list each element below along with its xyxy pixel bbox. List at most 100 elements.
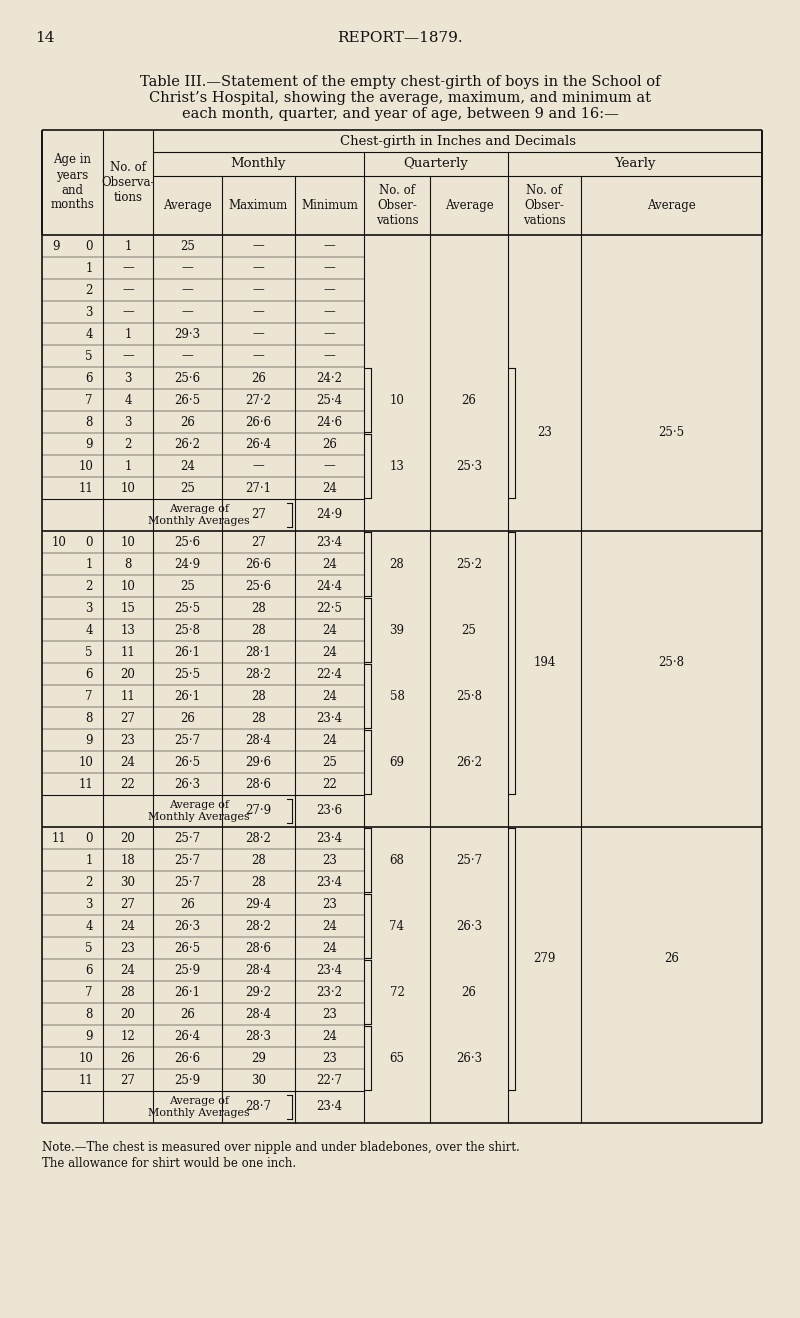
Text: Note.—The chest is measured over nipple and under bladebones, over the shirt.: Note.—The chest is measured over nipple … bbox=[42, 1141, 520, 1155]
Text: 26·6: 26·6 bbox=[246, 415, 271, 428]
Text: 11: 11 bbox=[121, 689, 135, 702]
Text: 14: 14 bbox=[35, 32, 54, 45]
Text: 7: 7 bbox=[86, 394, 93, 406]
Text: 25·7: 25·7 bbox=[174, 832, 201, 845]
Text: 27: 27 bbox=[121, 1073, 135, 1086]
Text: 29: 29 bbox=[251, 1052, 266, 1065]
Text: 27·9: 27·9 bbox=[246, 804, 271, 817]
Text: 72: 72 bbox=[390, 986, 405, 999]
Text: 10: 10 bbox=[121, 580, 135, 593]
Text: 23: 23 bbox=[322, 1007, 337, 1020]
Text: 8: 8 bbox=[86, 712, 93, 725]
Text: 26·5: 26·5 bbox=[174, 394, 201, 406]
Text: 23·4: 23·4 bbox=[317, 712, 342, 725]
Text: 12: 12 bbox=[121, 1029, 135, 1043]
Text: No. of
Obser-
vations: No. of Obser- vations bbox=[523, 185, 566, 227]
Text: 24: 24 bbox=[322, 920, 337, 933]
Text: 28: 28 bbox=[251, 601, 266, 614]
Text: 23: 23 bbox=[322, 1052, 337, 1065]
Text: 26·3: 26·3 bbox=[456, 920, 482, 933]
Text: 28: 28 bbox=[251, 689, 266, 702]
Text: The allowance for shirt would be one inch.: The allowance for shirt would be one inc… bbox=[42, 1157, 296, 1170]
Text: 24: 24 bbox=[121, 755, 135, 768]
Text: 69: 69 bbox=[390, 755, 405, 768]
Text: Average: Average bbox=[647, 199, 696, 212]
Text: 24: 24 bbox=[121, 963, 135, 977]
Text: —: — bbox=[253, 261, 264, 274]
Text: 24: 24 bbox=[180, 460, 195, 472]
Text: 28: 28 bbox=[251, 854, 266, 866]
Text: 24·6: 24·6 bbox=[317, 415, 342, 428]
Text: —: — bbox=[122, 261, 134, 274]
Text: 28: 28 bbox=[251, 875, 266, 888]
Text: 26·4: 26·4 bbox=[246, 438, 271, 451]
Text: 26·6: 26·6 bbox=[174, 1052, 201, 1065]
Text: —: — bbox=[253, 306, 264, 319]
Text: 22·7: 22·7 bbox=[317, 1073, 342, 1086]
Text: 23: 23 bbox=[322, 898, 337, 911]
Text: 25·8: 25·8 bbox=[174, 623, 201, 637]
Text: Christ’s Hospital, showing the average, maximum, and minimum at: Christ’s Hospital, showing the average, … bbox=[149, 91, 651, 105]
Text: 28: 28 bbox=[390, 558, 404, 571]
Text: 68: 68 bbox=[390, 854, 405, 866]
Text: —: — bbox=[324, 349, 335, 362]
Text: —: — bbox=[182, 349, 194, 362]
Text: 28·4: 28·4 bbox=[246, 734, 271, 746]
Text: Average: Average bbox=[163, 199, 212, 212]
Text: 23: 23 bbox=[322, 854, 337, 866]
Text: 25: 25 bbox=[322, 755, 337, 768]
Text: 26: 26 bbox=[322, 438, 337, 451]
Text: —: — bbox=[324, 240, 335, 253]
Text: 24·9: 24·9 bbox=[174, 558, 201, 571]
Text: 25: 25 bbox=[180, 580, 195, 593]
Text: 1: 1 bbox=[124, 327, 132, 340]
Text: —: — bbox=[324, 460, 335, 472]
Text: —: — bbox=[122, 349, 134, 362]
Text: 29·3: 29·3 bbox=[174, 327, 201, 340]
Text: 13: 13 bbox=[390, 460, 405, 472]
Text: 25·6: 25·6 bbox=[246, 580, 271, 593]
Text: 18: 18 bbox=[121, 854, 135, 866]
Text: —: — bbox=[253, 240, 264, 253]
Text: 26·1: 26·1 bbox=[174, 646, 201, 659]
Text: 22·5: 22·5 bbox=[317, 601, 342, 614]
Text: 24: 24 bbox=[322, 734, 337, 746]
Text: 29·6: 29·6 bbox=[246, 755, 271, 768]
Text: Yearly: Yearly bbox=[614, 157, 656, 170]
Text: 25·9: 25·9 bbox=[174, 963, 201, 977]
Text: 3: 3 bbox=[124, 372, 132, 385]
Text: 26·1: 26·1 bbox=[174, 689, 201, 702]
Text: Chest-girth in Inches and Decimals: Chest-girth in Inches and Decimals bbox=[339, 134, 575, 148]
Text: 23·4: 23·4 bbox=[317, 875, 342, 888]
Text: 11: 11 bbox=[121, 646, 135, 659]
Text: 1: 1 bbox=[86, 261, 93, 274]
Text: 2: 2 bbox=[124, 438, 132, 451]
Text: 22: 22 bbox=[121, 778, 135, 791]
Text: No. of
Observa-
tions: No. of Observa- tions bbox=[102, 161, 154, 204]
Text: 23·6: 23·6 bbox=[317, 804, 342, 817]
Text: 5: 5 bbox=[86, 646, 93, 659]
Text: 39: 39 bbox=[390, 623, 405, 637]
Text: 29·4: 29·4 bbox=[246, 898, 271, 911]
Text: 27·2: 27·2 bbox=[246, 394, 271, 406]
Text: 25·7: 25·7 bbox=[174, 734, 201, 746]
Text: 25·7: 25·7 bbox=[456, 854, 482, 866]
Text: Table III.—Statement of the empty chest-girth of boys in the School of: Table III.—Statement of the empty chest-… bbox=[140, 75, 660, 90]
Text: 28·6: 28·6 bbox=[246, 778, 271, 791]
Text: 26: 26 bbox=[462, 394, 477, 406]
Text: 26: 26 bbox=[180, 1007, 195, 1020]
Text: 29·2: 29·2 bbox=[246, 986, 271, 999]
Text: 25·5: 25·5 bbox=[174, 667, 201, 680]
Text: 10: 10 bbox=[52, 535, 67, 548]
Text: 3: 3 bbox=[86, 601, 93, 614]
Text: 25·9: 25·9 bbox=[174, 1073, 201, 1086]
Text: —: — bbox=[253, 283, 264, 297]
Text: 5: 5 bbox=[86, 349, 93, 362]
Text: 30: 30 bbox=[251, 1073, 266, 1086]
Text: 26: 26 bbox=[462, 986, 477, 999]
Text: 27: 27 bbox=[251, 535, 266, 548]
Text: 25·4: 25·4 bbox=[317, 394, 342, 406]
Text: 24·9: 24·9 bbox=[317, 509, 342, 522]
Text: 26: 26 bbox=[251, 372, 266, 385]
Text: 23: 23 bbox=[121, 941, 135, 954]
